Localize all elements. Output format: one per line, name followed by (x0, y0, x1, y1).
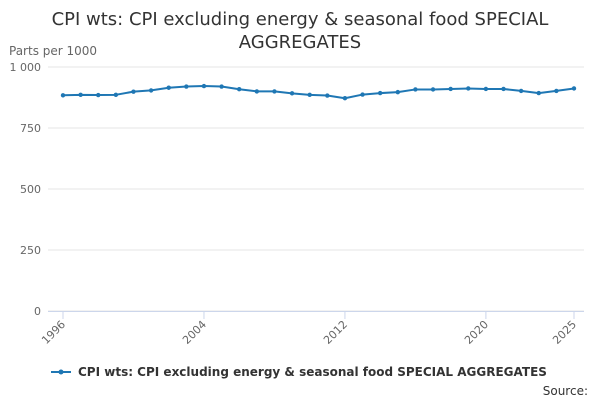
data-point[interactable]: 2016: 908 (413, 87, 418, 92)
data-point[interactable]: 2017: 908 (430, 87, 436, 92)
y-axis-label: Parts per 1000 (9, 44, 98, 58)
data-point[interactable]: 2015: 897 (395, 89, 400, 95)
chart-title-line-1: CPI wts: CPI excluding energy & seasonal… (51, 9, 549, 30)
data-point[interactable]: 2021: 910 (501, 86, 506, 92)
data-point[interactable]: 2005: 920 (219, 84, 224, 89)
data-point[interactable]: 2019: 912 (466, 86, 471, 91)
data-point[interactable]: 2025: 912 (571, 86, 577, 91)
data-point[interactable]: 1998: 885 (96, 92, 101, 98)
data-point[interactable]: 2024: 902 (554, 88, 559, 94)
data-point[interactable]: 2001: 904 (148, 88, 154, 93)
chart-title-line-2: AGGREGATES (238, 32, 362, 53)
legend-line-icon (51, 369, 71, 375)
y-tick-label: 750 (20, 122, 41, 135)
data-point[interactable]: 2002: 915 (166, 85, 171, 90)
x-tick-label: 1996 (39, 318, 68, 347)
x-tick-label: 2004 (180, 318, 209, 347)
data-point[interactable]: 2013: 887 (360, 92, 365, 97)
data-point[interactable]: 2012: 872 (342, 96, 348, 101)
source-label: Source: (542, 384, 588, 398)
data-point[interactable]: 2009: 892 (289, 91, 295, 96)
data-point[interactable]: 1997: 886 (78, 92, 83, 98)
legend-label: CPI wts: CPI excluding energy & seasonal… (78, 365, 547, 379)
data-point[interactable]: 2022: 902 (518, 88, 524, 94)
data-point[interactable]: 2006: 909 (237, 87, 242, 92)
data-point[interactable]: 2003: 920 (184, 84, 189, 89)
x-tick-label: 2012 (321, 318, 350, 347)
legend[interactable]: CPI wts: CPI excluding energy & seasonal… (50, 365, 547, 379)
data-point[interactable]: 2008: 900 (272, 89, 277, 94)
y-tick-label: 0 (34, 305, 41, 318)
y-tick-label: 250 (20, 244, 41, 257)
series-line (62, 85, 575, 100)
data-point[interactable]: 2014: 893 (377, 90, 383, 96)
data-point[interactable]: 1999: 886 (113, 92, 119, 98)
data-point[interactable]: 2010: 886 (307, 92, 312, 98)
x-tick-label: 2020 (462, 318, 491, 347)
data-point[interactable]: 2000: 899 (131, 89, 136, 94)
data-point[interactable]: 2023: 893 (536, 90, 541, 96)
chart-title: CPI wts: CPI excluding energy & seasonal… (0, 8, 600, 54)
y-tick-label: 1 000 (10, 61, 42, 74)
data-point[interactable]: 2007: 900 (254, 89, 260, 94)
data-point[interactable]: 2020: 910 (483, 86, 489, 92)
data-point[interactable]: 2011: 883 (325, 93, 330, 98)
data-point[interactable]: 2004: 922 (201, 83, 207, 89)
data-point[interactable]: 1996: 884 (60, 93, 66, 98)
data-point[interactable]: 2018: 910 (448, 86, 453, 92)
x-tick-label: 2025 (550, 318, 579, 347)
y-tick-label: 500 (20, 183, 41, 196)
